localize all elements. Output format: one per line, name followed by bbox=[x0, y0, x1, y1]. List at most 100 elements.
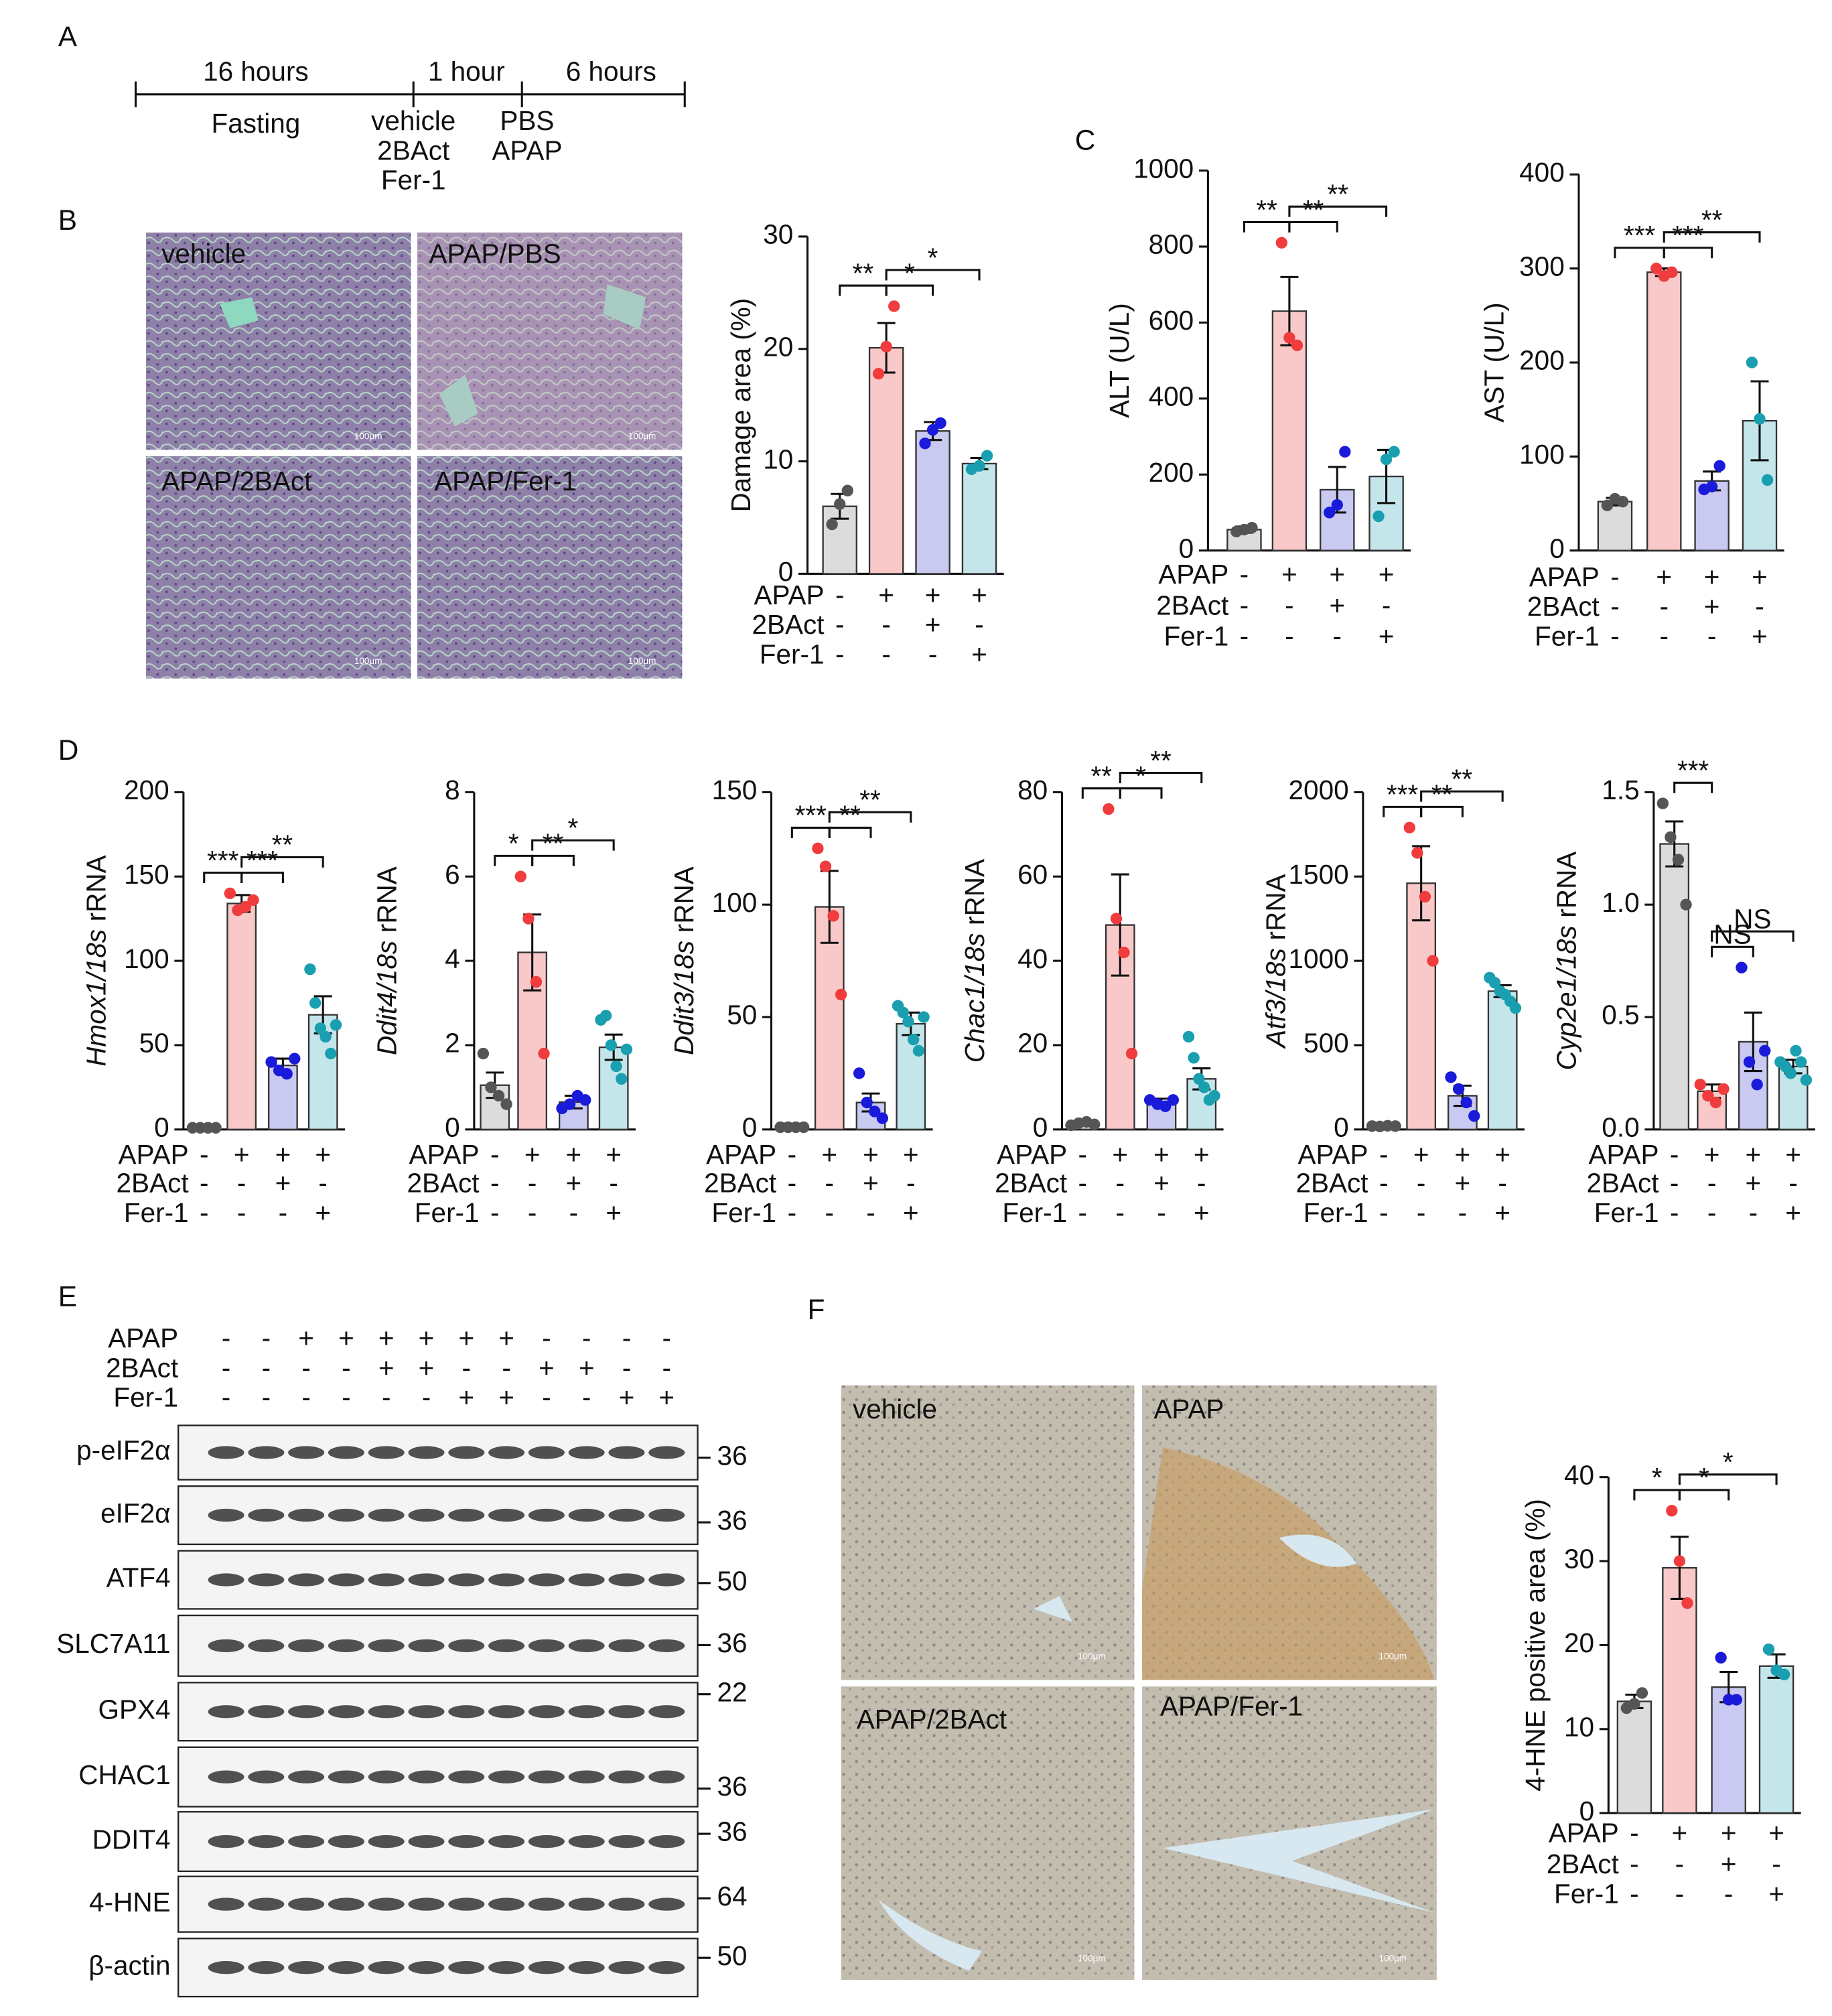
data-point bbox=[1665, 831, 1677, 844]
data-point bbox=[1736, 961, 1748, 973]
significance-bracket bbox=[828, 826, 872, 838]
y-tick-label: 400 bbox=[1519, 157, 1565, 188]
blot-band bbox=[248, 1897, 285, 1911]
y-axis-label: AST (U/L) bbox=[1478, 302, 1509, 422]
significance-bracket bbox=[1663, 247, 1713, 259]
condition-sign: - bbox=[237, 1167, 246, 1198]
blot-band bbox=[248, 1705, 285, 1719]
data-point bbox=[1743, 1056, 1756, 1068]
blot-band bbox=[648, 1770, 685, 1784]
blot-band bbox=[328, 1508, 364, 1522]
condition-sign: - bbox=[609, 1167, 618, 1198]
y-tick-label: 80 bbox=[1017, 775, 1048, 805]
data-point bbox=[1713, 460, 1725, 472]
micrograph bbox=[417, 456, 683, 679]
y-tick-label: 2 bbox=[445, 1028, 460, 1059]
y-tick-label: 200 bbox=[1519, 345, 1565, 376]
condition-sign: + bbox=[315, 1139, 331, 1170]
y-axis-label: Chac1/18s rRNA bbox=[959, 859, 990, 1063]
condition-sign: - bbox=[1285, 621, 1293, 652]
y-tick-label: 20 bbox=[1017, 1028, 1048, 1059]
blot-band bbox=[488, 1961, 525, 1974]
blot-band bbox=[648, 1705, 685, 1719]
data-point bbox=[1754, 413, 1766, 425]
significance-bracket bbox=[1663, 231, 1761, 243]
data-point bbox=[514, 870, 526, 882]
condition-sign: - bbox=[301, 1352, 310, 1383]
blot-band bbox=[288, 1446, 325, 1459]
blot-band bbox=[568, 1961, 605, 1974]
y-axis-label-unit: rRNA bbox=[959, 859, 990, 925]
significance-label: *** bbox=[207, 845, 239, 876]
band-name: p-eIF2α bbox=[76, 1435, 170, 1466]
blot-band bbox=[248, 1834, 285, 1849]
blot-band bbox=[328, 1446, 364, 1459]
significance-label: *** bbox=[1677, 755, 1709, 786]
condition-sign: + bbox=[1494, 1197, 1510, 1228]
condition-sign: - bbox=[662, 1323, 671, 1353]
condition-name: APAP bbox=[706, 1139, 776, 1170]
condition-sign: - bbox=[835, 580, 844, 610]
condition-sign: + bbox=[606, 1139, 622, 1170]
blot-band bbox=[248, 1961, 285, 1974]
condition-name: Fer-1 bbox=[415, 1197, 480, 1228]
micrographs-f bbox=[841, 1385, 1437, 1980]
data-point bbox=[605, 1039, 617, 1051]
significance-label: *** bbox=[795, 800, 827, 831]
condition-name: APAP bbox=[108, 1323, 178, 1353]
y-tick-label: 40 bbox=[1017, 943, 1048, 974]
condition-name: 2BAct bbox=[106, 1352, 178, 1383]
data-point bbox=[1730, 1694, 1742, 1706]
y-axis-label-gene: Ddit4/18s bbox=[371, 941, 402, 1055]
data-point bbox=[1709, 1096, 1722, 1109]
data-point bbox=[563, 1098, 576, 1110]
blot-band bbox=[288, 1834, 325, 1849]
condition-sign: - bbox=[1707, 1167, 1716, 1198]
data-point bbox=[1208, 1089, 1220, 1102]
condition-sign: - bbox=[1240, 590, 1249, 620]
blot-band bbox=[328, 1705, 364, 1719]
condition-sign: - bbox=[906, 1167, 915, 1198]
y-axis-label-unit: ALT (U/L) bbox=[1104, 303, 1135, 418]
condition-name: Fer-1 bbox=[124, 1197, 189, 1228]
blot-band bbox=[328, 1961, 364, 1974]
y-axis-label: 4-HNE positive area (%) bbox=[1520, 1499, 1551, 1792]
condition-sign: - bbox=[542, 1323, 551, 1353]
blot-band bbox=[528, 1446, 565, 1459]
scale-bar-label: 100μm bbox=[354, 431, 382, 442]
blot-band bbox=[288, 1705, 325, 1719]
condition-sign: - bbox=[1240, 559, 1249, 590]
data-point bbox=[1445, 1071, 1457, 1083]
condition-sign: + bbox=[1329, 559, 1345, 590]
data-point bbox=[1324, 507, 1336, 519]
significance-label: ** bbox=[1452, 764, 1473, 795]
data-point bbox=[325, 1047, 337, 1060]
condition-name: 2BAct bbox=[752, 609, 824, 640]
significance-label: ** bbox=[853, 257, 874, 288]
data-point bbox=[926, 423, 939, 436]
blot-band bbox=[408, 1446, 445, 1459]
blot-band bbox=[368, 1834, 405, 1849]
data-point bbox=[869, 1105, 881, 1118]
y-tick-label: 0.0 bbox=[1602, 1112, 1639, 1143]
blot-band bbox=[208, 1834, 244, 1849]
data-point bbox=[492, 1089, 505, 1102]
micrograph-label: APAP bbox=[1153, 1394, 1224, 1424]
band-name: DDIT4 bbox=[92, 1824, 171, 1855]
y-tick-label: 0 bbox=[742, 1112, 758, 1143]
condition-sign: - bbox=[222, 1323, 230, 1353]
y-axis-label-gene: Cyp2e1/18s bbox=[1551, 925, 1581, 1070]
condition-sign: - bbox=[825, 1167, 834, 1198]
bar bbox=[598, 1046, 629, 1130]
condition-name: Fer-1 bbox=[711, 1197, 776, 1228]
y-tick-label: 800 bbox=[1149, 229, 1194, 260]
y-tick-label: 200 bbox=[1149, 457, 1194, 488]
data-point bbox=[826, 518, 838, 531]
micrograph-label: APAP/Fer-1 bbox=[1160, 1691, 1303, 1722]
condition-name: Fer-1 bbox=[1164, 621, 1228, 652]
condition-sign: - bbox=[582, 1323, 591, 1353]
data-point bbox=[888, 300, 900, 312]
y-tick-label: 0 bbox=[1179, 533, 1194, 563]
condition-sign: - bbox=[1724, 1878, 1733, 1909]
